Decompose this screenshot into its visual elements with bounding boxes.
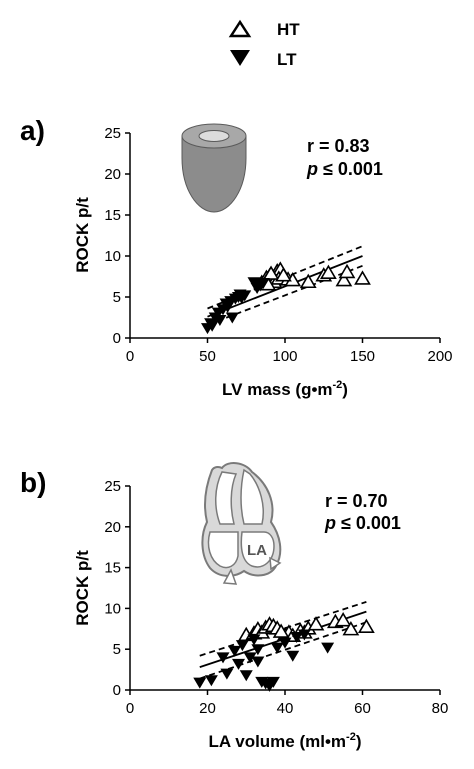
- lt-point: [266, 676, 280, 688]
- y-axis-label-a: ROCK p/t: [73, 197, 92, 273]
- ht-point: [335, 272, 353, 287]
- y-tick-label: 5: [113, 641, 121, 658]
- lt-point: [225, 312, 239, 324]
- ht-point: [275, 267, 292, 282]
- panel-label-a: a): [20, 115, 45, 146]
- y-axis-label-b: ROCK p/t: [73, 550, 92, 626]
- lt-point: [251, 644, 265, 656]
- lt-point: [213, 314, 227, 326]
- x-tick-label: 0: [126, 700, 134, 717]
- legend: HT LT: [228, 19, 300, 69]
- lt-point: [270, 642, 284, 654]
- x-axis-label-a: LV mass (g•m-2): [222, 379, 348, 399]
- lt-point: [286, 650, 300, 662]
- stat-p-a: p ≤ 0.001: [306, 159, 383, 179]
- panel-b: b) ROCK p/t LA volume (ml•m-2) r = 0.70 …: [20, 462, 449, 751]
- ht-point: [334, 612, 352, 627]
- x-tick-label: 50: [199, 348, 216, 365]
- ht-point: [354, 270, 371, 285]
- lt-point: [290, 631, 304, 643]
- lt-point: [251, 656, 265, 668]
- ht-point: [307, 616, 325, 631]
- lt-point: [228, 645, 242, 657]
- y-tick-label: 20: [104, 166, 121, 183]
- y-tick-label: 25: [104, 125, 121, 142]
- lt-point: [247, 277, 261, 289]
- ht-point: [299, 273, 317, 289]
- ht-point: [357, 618, 375, 633]
- y-tick-label: 10: [104, 600, 121, 617]
- panel-a: a) ROCK p/t LV mass (g•m-2) r = 0.83 p ≤…: [20, 115, 453, 399]
- lt-point: [238, 290, 252, 302]
- lt-point: [235, 640, 249, 652]
- lt-point: [204, 675, 218, 687]
- y-tick-label: 0: [113, 330, 121, 347]
- stat-r-a: r = 0.83: [307, 136, 370, 156]
- legend-marker-lt: [230, 50, 250, 66]
- legend-marker-ht: [228, 19, 252, 38]
- ci-lower-line: [207, 264, 363, 326]
- legend-label-ht: HT: [277, 20, 300, 39]
- lt-point: [297, 629, 311, 641]
- x-tick-label: 80: [432, 700, 449, 717]
- stat-p-b: p ≤ 0.001: [324, 513, 401, 533]
- lt-point: [220, 668, 234, 680]
- lt-point: [256, 278, 270, 290]
- y-tick-label: 0: [113, 682, 121, 699]
- lt-point: [232, 658, 245, 670]
- lt-point: [193, 677, 207, 689]
- lt-point: [239, 670, 253, 682]
- y-tick-label: 15: [104, 560, 121, 577]
- lt-point: [247, 634, 261, 646]
- lt-point: [321, 642, 335, 654]
- lt-point: [216, 652, 230, 664]
- x-tick-label: 100: [272, 348, 297, 365]
- y-tick-label: 20: [104, 519, 121, 536]
- lt-point: [205, 320, 219, 332]
- x-axis-label-b: LA volume (ml•m-2): [208, 731, 361, 751]
- la-icon-label: LA: [247, 542, 267, 559]
- ci-upper-line: [199, 601, 367, 657]
- lt-point: [243, 652, 257, 664]
- ht-point: [272, 623, 290, 638]
- x-tick-label: 150: [350, 348, 375, 365]
- ht-point: [338, 263, 356, 279]
- y-tick-label: 15: [104, 207, 121, 224]
- x-tick-label: 200: [427, 348, 452, 365]
- heart-la-icon: LA: [201, 462, 282, 585]
- ht-point: [262, 265, 280, 280]
- y-tick-label: 5: [113, 289, 121, 306]
- x-tick-label: 40: [277, 700, 294, 717]
- legend-label-lt: LT: [277, 50, 297, 69]
- lt-point: [278, 637, 292, 649]
- ventricle-icon: [181, 123, 247, 213]
- y-tick-label: 10: [104, 248, 121, 265]
- x-tick-label: 0: [126, 348, 134, 365]
- x-tick-label: 60: [354, 700, 371, 717]
- ht-point: [342, 621, 360, 636]
- panel-label-b: b): [20, 467, 46, 498]
- stat-r-b: r = 0.70: [325, 491, 388, 511]
- y-tick-label: 25: [104, 478, 121, 495]
- ht-point: [320, 264, 337, 280]
- x-tick-label: 20: [199, 700, 216, 717]
